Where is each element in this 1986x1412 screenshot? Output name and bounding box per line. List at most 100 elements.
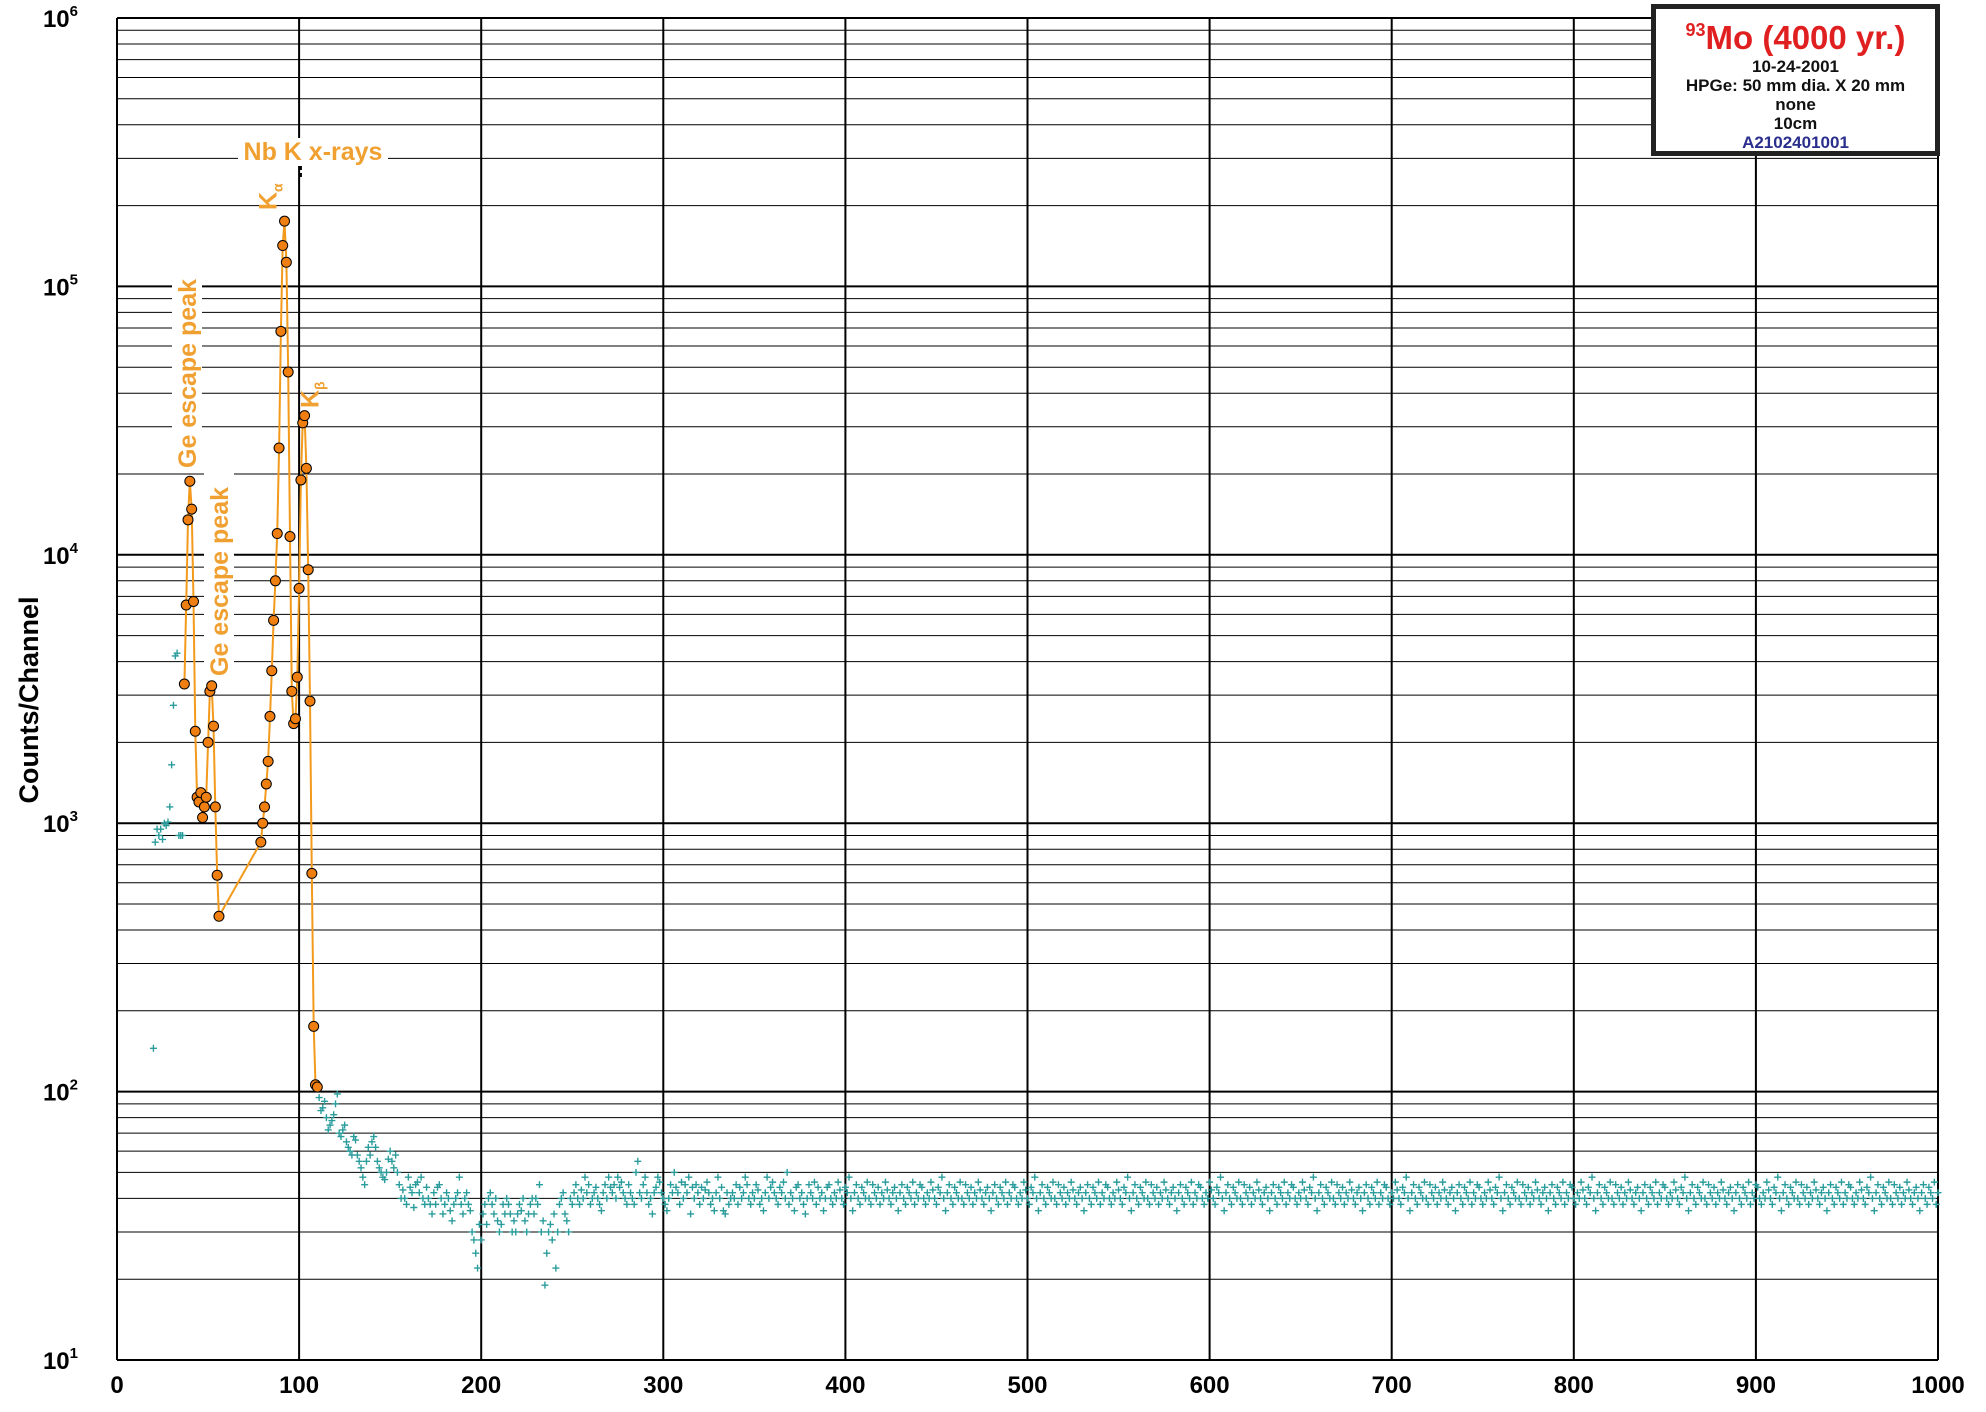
background-point xyxy=(1492,1183,1499,1191)
background-point xyxy=(1878,1200,1886,1208)
background-point xyxy=(1135,1200,1143,1208)
background-point xyxy=(1834,1189,1842,1197)
background-point xyxy=(1022,1186,1030,1194)
background-point xyxy=(1816,1200,1824,1208)
x-tick-label: 800 xyxy=(1554,1372,1594,1399)
background-point xyxy=(1632,1189,1640,1197)
background-point xyxy=(1257,1194,1265,1202)
background-point xyxy=(1122,1189,1130,1197)
background-point xyxy=(1020,1178,1028,1186)
background-point xyxy=(1222,1189,1230,1197)
background-point xyxy=(643,1189,651,1197)
background-point xyxy=(1337,1194,1345,1202)
background-point xyxy=(1011,1183,1019,1191)
background-point xyxy=(736,1183,744,1191)
background-point xyxy=(1686,1189,1694,1197)
background-point xyxy=(951,1183,959,1191)
background-point xyxy=(867,1200,875,1208)
background-point xyxy=(1650,1194,1658,1202)
background-point xyxy=(1905,1186,1913,1194)
background-point xyxy=(548,1236,556,1244)
background-point xyxy=(565,1228,573,1236)
background-point xyxy=(1196,1183,1204,1191)
peak-point xyxy=(262,755,274,767)
background-point xyxy=(1903,1178,1911,1186)
background-point xyxy=(898,1181,906,1189)
background-point xyxy=(932,1200,940,1208)
background-point xyxy=(512,1228,520,1236)
background-point xyxy=(559,1189,567,1197)
background-point xyxy=(911,1200,919,1208)
peak-point xyxy=(260,778,272,790)
background-point xyxy=(654,1173,662,1181)
background-point xyxy=(1526,1200,1534,1208)
background-point xyxy=(1393,1186,1401,1194)
background-point xyxy=(1670,1178,1678,1186)
background-point xyxy=(1626,1186,1634,1194)
background-point xyxy=(526,1200,534,1208)
background-point xyxy=(830,1189,838,1197)
background-point xyxy=(1486,1186,1494,1194)
background-point xyxy=(918,1183,926,1191)
background-point xyxy=(1819,1183,1827,1191)
peak-point xyxy=(213,910,225,922)
background-point xyxy=(1772,1189,1780,1197)
background-point xyxy=(1827,1181,1835,1189)
background-point xyxy=(1739,1183,1747,1191)
background-point xyxy=(1643,1194,1651,1202)
background-point xyxy=(1067,1178,1075,1186)
background-point xyxy=(1220,1207,1228,1215)
background-point xyxy=(1823,1207,1831,1215)
background-point xyxy=(1927,1189,1935,1197)
background-point xyxy=(1249,1189,1257,1197)
background-point xyxy=(1890,1181,1898,1189)
background-point xyxy=(1510,1189,1518,1197)
background-point xyxy=(956,1178,964,1186)
background-point xyxy=(1304,1200,1312,1208)
background-point xyxy=(1719,1186,1727,1194)
legend-isotope-mass: 93 xyxy=(1685,20,1706,40)
background-point xyxy=(900,1194,908,1202)
background-point xyxy=(987,1207,995,1215)
peak-point xyxy=(200,791,212,803)
x-tick-label: 300 xyxy=(643,1372,683,1399)
background-point xyxy=(1317,1181,1325,1189)
background-point xyxy=(1792,1178,1800,1186)
background-point xyxy=(1588,1173,1596,1181)
background-point xyxy=(1836,1194,1844,1202)
background-point xyxy=(594,1194,602,1202)
y-tick-exponent: 6 xyxy=(70,3,78,20)
background-point xyxy=(630,1200,638,1208)
background-point xyxy=(1335,1189,1343,1197)
peak-point xyxy=(211,869,223,881)
background-point xyxy=(1732,1189,1740,1197)
background-point xyxy=(881,1178,889,1186)
background-point xyxy=(393,1168,401,1176)
background-point xyxy=(466,1207,474,1215)
background-point xyxy=(566,1194,574,1202)
background-point xyxy=(1763,1178,1771,1186)
background-point xyxy=(1828,1194,1836,1202)
background-point xyxy=(812,1200,820,1208)
background-point xyxy=(1153,1183,1161,1191)
peak-point xyxy=(266,665,278,677)
background-point xyxy=(1488,1194,1496,1202)
peak-point xyxy=(286,685,298,697)
peak-point xyxy=(178,678,190,690)
background-point xyxy=(1238,1200,1246,1208)
background-point xyxy=(1628,1194,1636,1202)
background-point xyxy=(1166,1200,1174,1208)
legend-absorber: none xyxy=(1775,95,1816,114)
background-point xyxy=(1147,1181,1155,1189)
background-point xyxy=(1919,1181,1927,1189)
y-tick-base: 10 xyxy=(43,811,70,838)
peak-point xyxy=(299,410,311,422)
background-point xyxy=(1371,1194,1379,1202)
background-point xyxy=(337,1133,345,1141)
background-point xyxy=(1513,1178,1521,1186)
k-beta-main: K xyxy=(296,390,324,408)
background-point xyxy=(1313,1207,1321,1215)
background-point xyxy=(665,1194,673,1202)
background-point xyxy=(1614,1189,1621,1197)
